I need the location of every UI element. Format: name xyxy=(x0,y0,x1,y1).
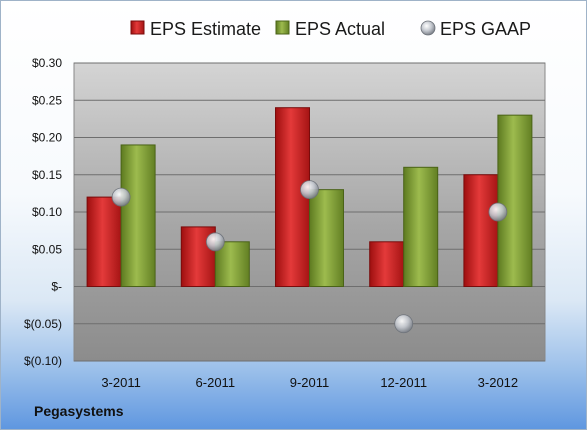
legend: EPS Estimate EPS Actual EPS GAAP xyxy=(130,19,531,39)
point-eps-gaap xyxy=(205,232,225,252)
y-axis: $0.30 $0.25 $0.20 $0.15 $0.10 $0.05 $- $(0.05) $… xyxy=(24,56,62,368)
legend-label: EPS Estimate xyxy=(150,19,261,39)
y-tick-label: $0.25 xyxy=(32,93,62,107)
x-tick-label: 12-2011 xyxy=(380,375,427,390)
x-axis: 3-2011 6-2011 9-2011 12-2011 3-2012 xyxy=(101,375,518,390)
bar-eps-estimate xyxy=(86,196,122,288)
y-tick-label: $0.20 xyxy=(32,131,62,145)
bar-eps-estimate xyxy=(369,241,405,288)
y-tick-label: $(0.10) xyxy=(24,354,62,368)
y-tick-label: $0.05 xyxy=(32,242,62,256)
point-eps-gaap xyxy=(111,187,131,207)
legend-swatch-eps-actual xyxy=(275,20,290,35)
point-eps-gaap xyxy=(394,314,414,334)
bar-eps-actual xyxy=(497,114,533,288)
point-eps-gaap xyxy=(300,180,319,200)
x-tick-label: 6-2011 xyxy=(196,375,236,390)
bar-eps-actual xyxy=(403,166,439,287)
company-label: Pegasystems xyxy=(34,403,124,419)
bar-eps-estimate xyxy=(463,174,499,287)
point-eps-gaap xyxy=(488,202,508,222)
x-tick-label: 3-2012 xyxy=(478,375,518,390)
y-tick-label: $0.15 xyxy=(32,168,62,182)
legend-label: EPS GAAP xyxy=(440,19,531,39)
y-tick-label: $0.30 xyxy=(32,56,62,70)
x-tick-label: 3-2011 xyxy=(101,375,141,390)
legend-swatch-eps-estimate xyxy=(130,20,145,35)
y-tick-label: $(0.05) xyxy=(24,317,62,331)
bar-eps-actual xyxy=(309,189,344,287)
x-tick-label: 9-2011 xyxy=(290,375,330,390)
legend-swatch-eps-gaap xyxy=(420,20,436,36)
y-tick-label: $0.10 xyxy=(32,205,62,219)
bar-eps-actual xyxy=(120,144,156,287)
y-tick-label: $- xyxy=(51,280,62,294)
gaap-points xyxy=(111,180,508,334)
legend-label: EPS Actual xyxy=(295,19,385,39)
